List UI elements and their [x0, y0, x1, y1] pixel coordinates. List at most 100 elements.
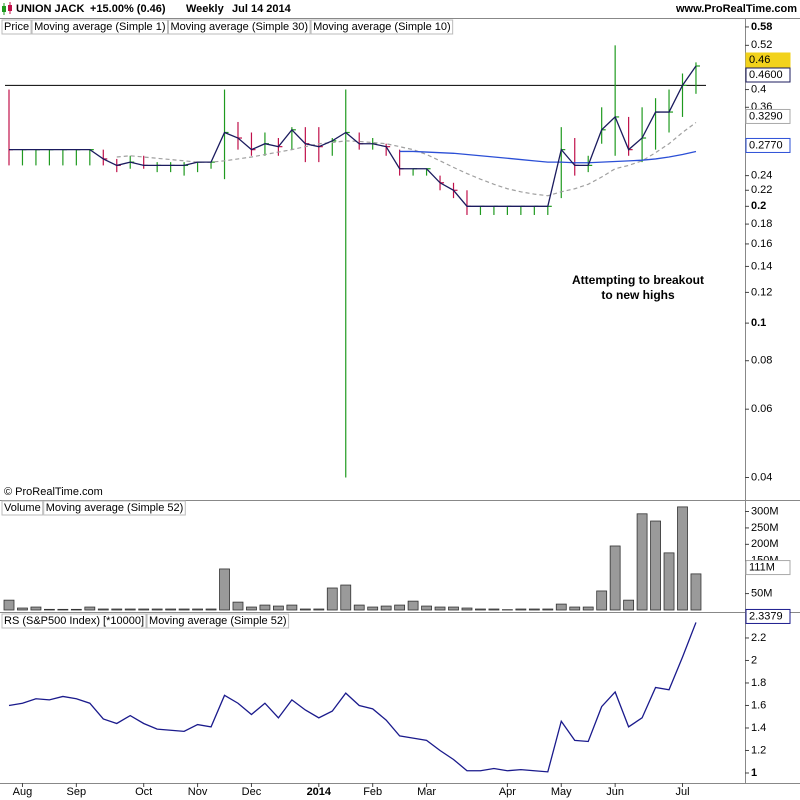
y-tick-label: 0.16 — [751, 238, 772, 250]
volume-bar — [111, 608, 123, 611]
volume-bar — [219, 568, 230, 611]
y-tick-label: 0.2 — [751, 200, 766, 212]
volume-bar — [84, 606, 96, 611]
legend-box — [43, 500, 186, 516]
volume-bar — [97, 608, 109, 611]
y-tick-label: 0.24 — [751, 170, 772, 182]
volume-bar — [44, 608, 55, 611]
y-tick-label: 0.06 — [751, 403, 772, 415]
y-tick-label: 1.8 — [751, 677, 766, 689]
volume-bar — [3, 599, 15, 611]
value-box — [745, 137, 791, 153]
volume-bar — [677, 506, 688, 611]
legend-entry: Moving average (Simple 30) — [171, 21, 309, 33]
legend-box — [310, 19, 454, 35]
y-tick-label: 200M — [751, 538, 779, 550]
value-box — [745, 52, 791, 68]
volume-bar — [690, 573, 702, 611]
y-tick-label: 0.58 — [751, 21, 772, 33]
value-box-label: 2.3379 — [749, 610, 783, 622]
x-tick-label: May — [551, 786, 572, 798]
copyright: © ProRealTime.com — [4, 486, 103, 498]
legend-box — [1, 19, 32, 35]
x-tick-label: Nov — [188, 786, 208, 798]
volume-bar — [448, 606, 459, 611]
volume-bar — [555, 603, 567, 611]
y-tick-label: 50M — [751, 587, 772, 599]
x-tick-label: Jul — [675, 786, 689, 798]
volume-bar — [340, 584, 352, 611]
y-tick-label: 0.04 — [751, 471, 772, 483]
legend-box — [168, 19, 311, 35]
y-tick-label: 0.18 — [751, 218, 772, 230]
volume-bar — [367, 606, 379, 611]
y-tick-label: 2 — [751, 654, 757, 666]
x-tick-label: Mar — [417, 786, 436, 798]
site: www.ProRealTime.com — [675, 3, 797, 15]
volume-bar — [623, 599, 635, 611]
value-box — [745, 108, 791, 124]
volume-bar — [394, 604, 406, 611]
volume-bar — [542, 608, 554, 611]
value-box — [745, 67, 791, 83]
series-line — [9, 65, 697, 207]
x-tick-label: Apr — [499, 786, 516, 798]
legend-entry: Moving average (Simple 10) — [313, 21, 451, 33]
header-icon — [2, 2, 12, 15]
y-tick-label: 0.14 — [751, 260, 772, 272]
volume-bar — [30, 606, 42, 611]
volume-bar — [205, 608, 217, 611]
annotation: Attempting to breakout — [572, 273, 704, 287]
volume-bar — [70, 608, 82, 611]
volume-bar — [151, 608, 163, 611]
legend-box — [1, 613, 147, 629]
y-tick-label: 250M — [751, 522, 779, 534]
volume-bar — [569, 606, 581, 611]
volume-bar — [326, 587, 338, 611]
volume-bar — [299, 608, 311, 611]
legend-entry: Price — [4, 21, 29, 33]
volume-bar — [636, 513, 648, 611]
volume-bar — [515, 608, 527, 611]
legend: Volume Moving average (Simple 52) — [1, 500, 186, 516]
volume-bar — [596, 590, 608, 611]
volume-bar — [488, 608, 500, 611]
legend-entry: Volume — [4, 502, 41, 514]
legend: RS (S&P500 Index) [*10000] Moving average… — [1, 613, 290, 629]
volume-bar — [192, 608, 203, 611]
volume-bar — [272, 605, 284, 611]
value-box — [745, 560, 791, 576]
volume-bar — [663, 552, 675, 611]
legend-entry: RS (S&P500 Index) [*10000] — [4, 615, 144, 627]
legend-entry: Moving average (Simple 1) — [34, 21, 165, 33]
y-tick-label: 1 — [751, 767, 757, 779]
value-box-label: 0.46 — [749, 54, 770, 66]
value-box-label: 0.3290 — [749, 110, 783, 122]
series-line — [399, 150, 697, 164]
x-tick-label: Aug — [13, 786, 33, 798]
volume-bar — [124, 608, 136, 611]
volume-bar — [609, 545, 621, 611]
x-tick-label: Oct — [135, 786, 152, 798]
period: Weekly — [186, 3, 225, 15]
volume-bar — [380, 605, 392, 611]
volume-bar — [313, 608, 325, 611]
legend-entry: Moving average (Simple 52) — [149, 615, 287, 627]
value-box-label: 0.4600 — [749, 69, 783, 81]
x-tick-label: Jun — [606, 786, 624, 798]
change: +15.00% (0.46) — [90, 3, 166, 15]
y-tick-label: 300M — [751, 505, 779, 517]
y-tick-label: 2.2 — [751, 632, 766, 644]
volume-bar — [246, 606, 257, 611]
y-tick-label: 0.12 — [751, 286, 772, 298]
volume-bar — [407, 600, 419, 611]
volume-bar — [475, 608, 486, 611]
value-box — [745, 608, 791, 624]
x-tick-label: Dec — [242, 786, 262, 798]
x-tick-label: 2014 — [307, 786, 332, 798]
volume-bar — [461, 607, 473, 611]
y-tick-label: 0.1 — [751, 317, 766, 329]
y-tick-label: 0.22 — [751, 184, 772, 196]
volume-bar — [650, 520, 661, 611]
